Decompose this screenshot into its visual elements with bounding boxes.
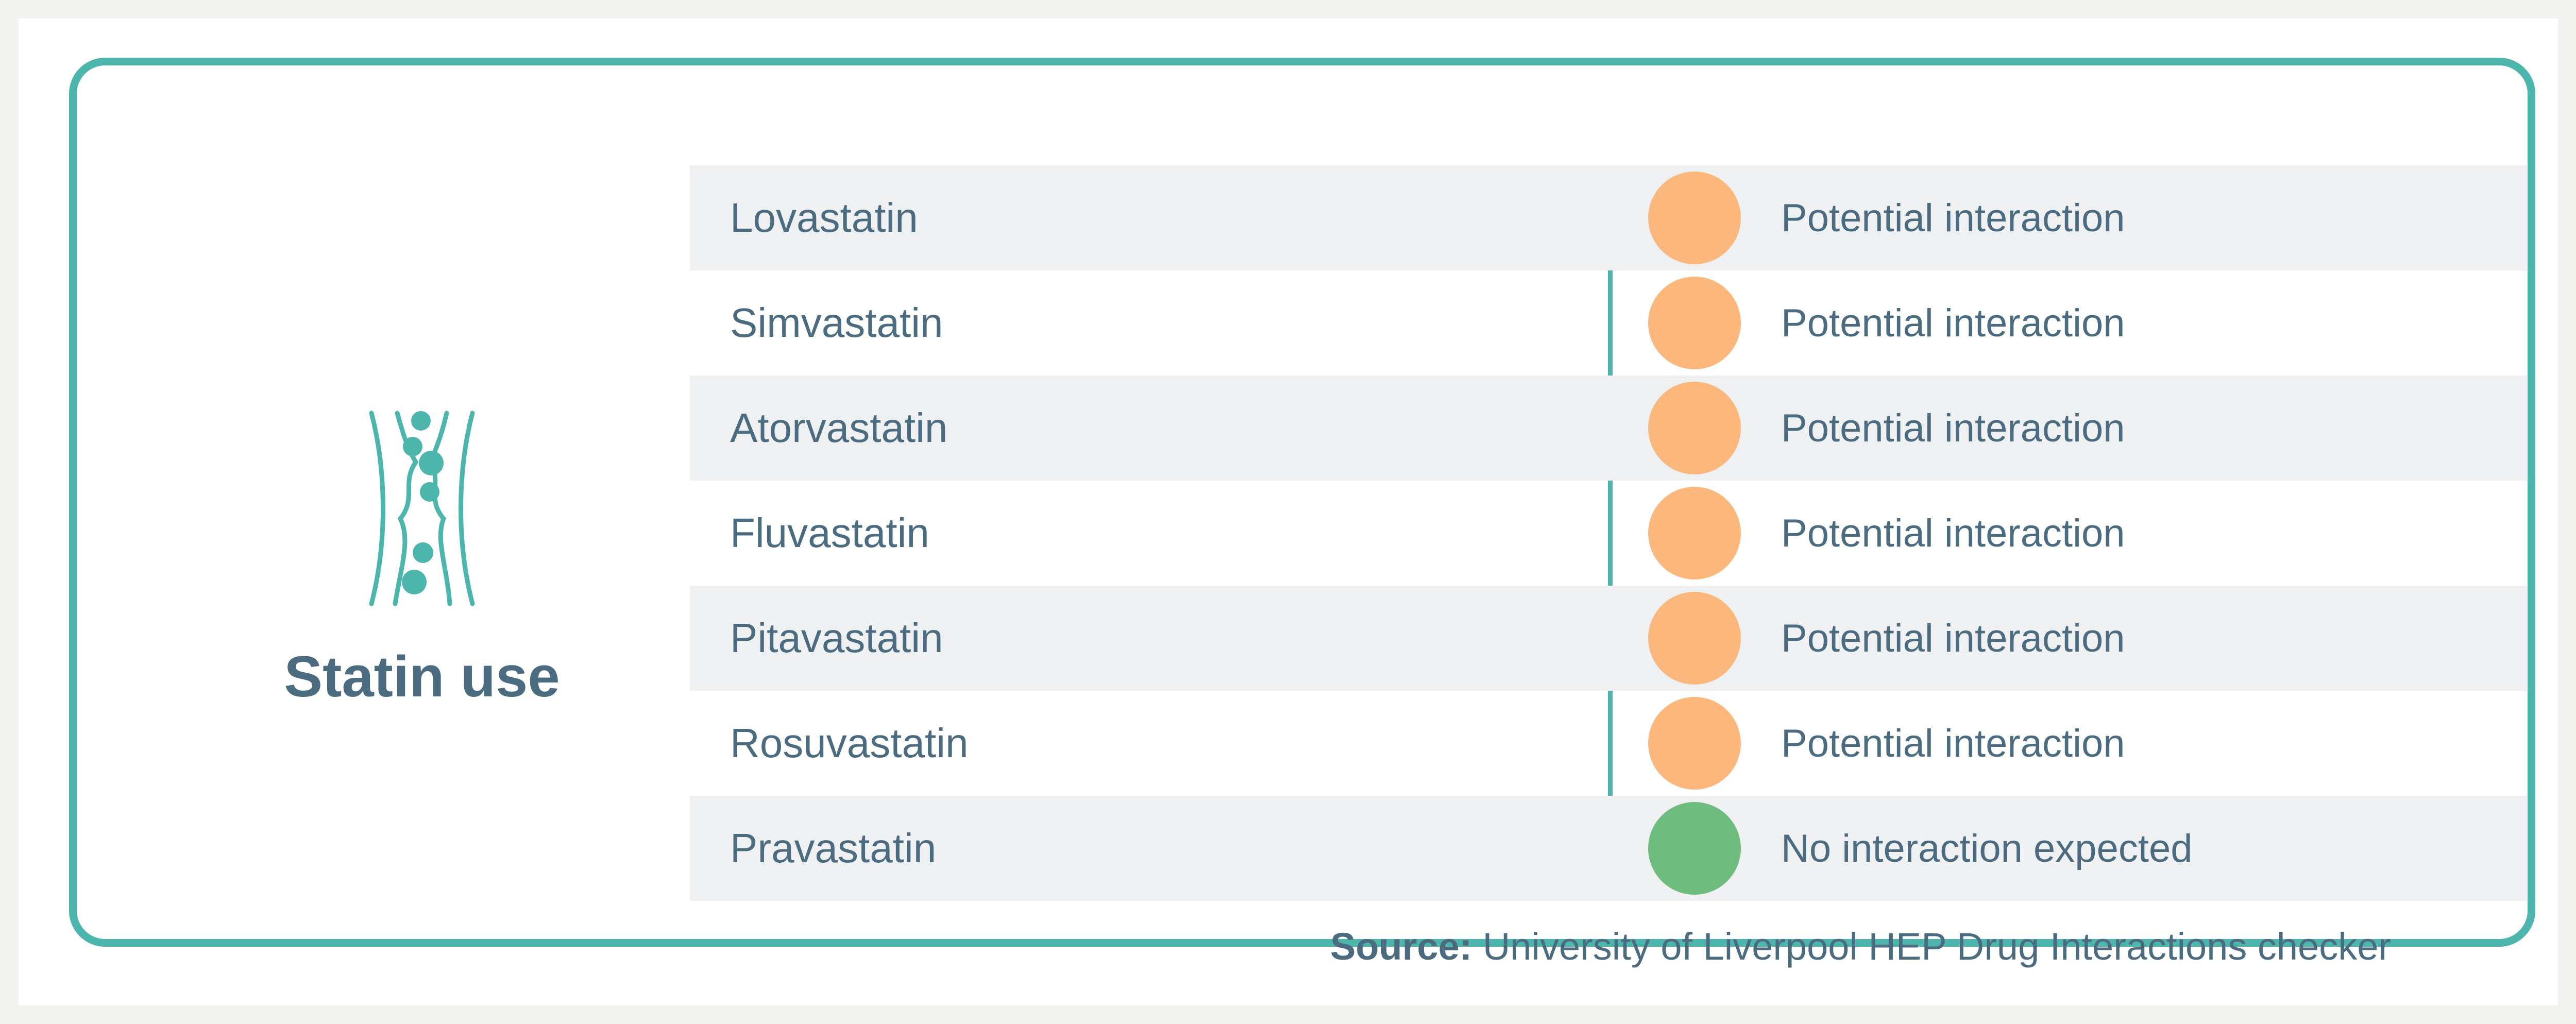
interaction-status: Potential interaction	[1608, 487, 2125, 579]
source-note: Source: University of Liverpool HEP Drug…	[1330, 925, 2391, 968]
drug-name: Pitavastatin	[730, 615, 943, 661]
drug-name: Rosuvastatin	[730, 720, 969, 766]
table-row: Lovastatin Potential interaction	[690, 165, 2527, 270]
drug-name: Simvastatin	[730, 300, 943, 346]
potential-interaction-indicator	[1648, 277, 1741, 369]
source-label: Source:	[1330, 925, 1472, 968]
potential-interaction-indicator	[1648, 382, 1741, 474]
no-interaction-indicator	[1648, 802, 1741, 895]
status-text: Potential interaction	[1781, 406, 2125, 450]
drug-name: Fluvastatin	[730, 510, 929, 556]
status-text: Potential interaction	[1781, 301, 2125, 345]
drug-name: Pravastatin	[730, 825, 937, 871]
status-text: Potential interaction	[1781, 616, 2125, 660]
drug-name: Lovastatin	[730, 195, 918, 241]
status-text: Potential interaction	[1781, 511, 2125, 555]
potential-interaction-indicator	[1648, 172, 1741, 264]
statin-use-title: Statin use	[284, 644, 560, 709]
potential-interaction-indicator	[1648, 487, 1741, 579]
table-row: Rosuvastatin Potential interaction	[690, 691, 2527, 796]
interaction-status: Potential interaction	[1608, 592, 2125, 685]
status-text: Potential interaction	[1781, 721, 2125, 765]
statin-panel: Statin use Lovastatin Potential interacti…	[69, 58, 2535, 968]
table-row: Simvastatin Potential interaction	[690, 270, 2527, 376]
interaction-status: Potential interaction	[1608, 697, 2125, 790]
statin-heading-block: Statin use	[273, 411, 571, 710]
statin-interaction-table: Lovastatin Potential interaction Simvastat…	[690, 165, 2527, 901]
source-text: University of Liverpool HEP Drug Interac…	[1472, 925, 2391, 968]
blood-vessel-icon	[369, 411, 475, 606]
interaction-status: Potential interaction	[1608, 277, 2125, 369]
status-text: No interaction expected	[1781, 826, 2193, 871]
canvas: Statin use Lovastatin Potential interacti…	[19, 19, 2558, 1005]
interaction-status: No interaction expected	[1608, 802, 2192, 895]
table-divider	[1608, 165, 1613, 901]
table-row: Fluvastatin Potential interaction	[690, 481, 2527, 586]
table-row: Pitavastatin Potential interaction	[690, 586, 2527, 691]
drug-name: Atorvastatin	[730, 405, 948, 451]
table-row: Pravastatin No interaction expected	[690, 796, 2527, 901]
table-row: Atorvastatin Potential interaction	[690, 376, 2527, 481]
potential-interaction-indicator	[1648, 697, 1741, 790]
potential-interaction-indicator	[1648, 592, 1741, 685]
interaction-status: Potential interaction	[1608, 382, 2125, 474]
status-text: Potential interaction	[1781, 196, 2125, 240]
interaction-status: Potential interaction	[1608, 172, 2125, 264]
